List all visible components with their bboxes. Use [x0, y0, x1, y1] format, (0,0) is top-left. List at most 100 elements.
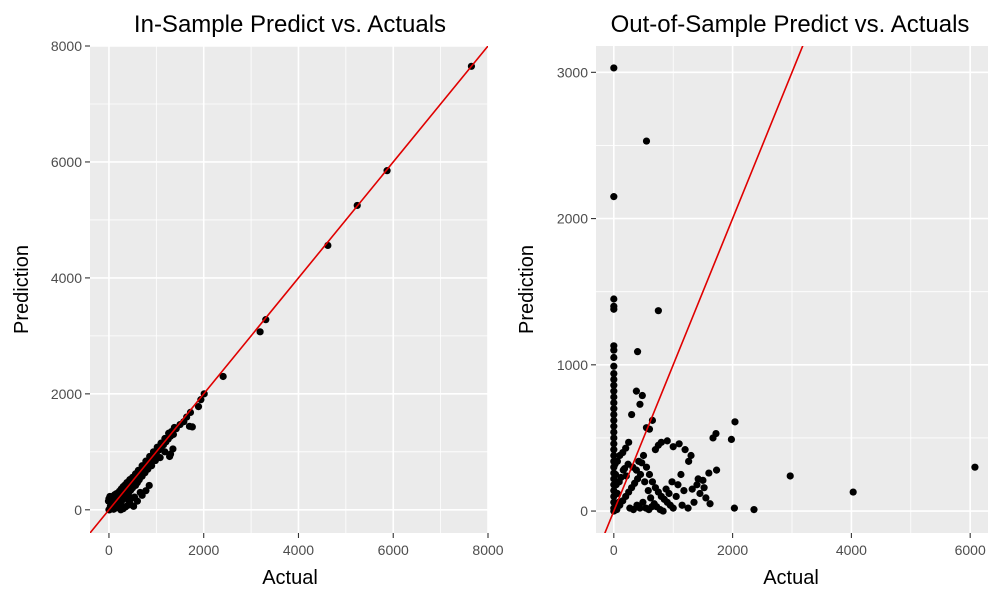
- data-point: [639, 451, 648, 460]
- x-tick-label: 2000: [188, 542, 219, 558]
- chart-title: In-Sample Predict vs. Actuals: [134, 11, 446, 38]
- y-tick-label: 6000: [51, 154, 82, 170]
- data-point: [730, 504, 738, 512]
- data-point: [638, 459, 646, 467]
- data-point: [709, 434, 717, 442]
- data-point: [702, 494, 710, 502]
- data-point: [610, 381, 618, 389]
- data-point: [611, 460, 619, 468]
- data-point: [678, 501, 686, 509]
- data-point: [731, 418, 739, 426]
- data-point: [706, 500, 714, 508]
- data-point: [616, 451, 624, 460]
- y-tick-label: 0: [580, 503, 588, 519]
- data-point: [610, 434, 618, 442]
- data-point: [610, 410, 618, 419]
- data-point: [685, 457, 693, 465]
- data-point: [693, 481, 701, 489]
- data-point: [680, 486, 688, 495]
- data-point: [116, 503, 124, 512]
- data-point: [645, 470, 654, 479]
- data-point: [170, 423, 178, 432]
- data-point: [194, 403, 203, 411]
- y-tick-label: 0: [74, 502, 82, 518]
- data-point: [654, 307, 662, 315]
- data-point: [610, 428, 618, 436]
- data-point: [632, 466, 640, 474]
- data-point: [642, 137, 651, 145]
- data-point: [727, 435, 736, 444]
- chart-title: Out-of-Sample Predict vs. Actuals: [611, 11, 970, 38]
- data-point: [641, 478, 649, 486]
- data-point: [849, 488, 857, 496]
- data-point: [610, 422, 618, 430]
- data-point: [644, 486, 652, 495]
- x-tick-label: 8000: [472, 542, 503, 558]
- data-point: [610, 416, 618, 424]
- data-point: [619, 466, 627, 474]
- data-point: [197, 396, 205, 404]
- data-point: [971, 463, 979, 471]
- in-sample-panel: 0 2000 4000 6000 8000 0 2000 4000 6000 8000 In-Sam…: [11, 11, 504, 589]
- data-point: [610, 446, 618, 454]
- data-point: [675, 440, 683, 448]
- data-point: [636, 504, 644, 512]
- data-point: [669, 443, 677, 451]
- data-point: [610, 64, 618, 72]
- data-point: [639, 498, 647, 506]
- data-point: [256, 328, 264, 336]
- data-point: [136, 488, 144, 497]
- data-point: [628, 410, 636, 419]
- data-point: [786, 472, 794, 480]
- data-point: [700, 484, 708, 492]
- data-point: [610, 451, 618, 460]
- data-point: [185, 422, 194, 430]
- data-point: [610, 375, 618, 384]
- data-point: [690, 498, 698, 506]
- data-point: [613, 489, 621, 498]
- data-point: [669, 504, 677, 512]
- plot-area: [90, 46, 488, 533]
- data-point: [145, 481, 153, 490]
- data-point: [696, 489, 704, 498]
- y-tick-label: 1000: [557, 357, 588, 373]
- data-point: [625, 438, 633, 446]
- data-point: [684, 504, 692, 512]
- y-tick-label: 2000: [557, 211, 588, 227]
- data-point: [687, 451, 695, 460]
- data-point: [648, 503, 656, 511]
- reference-line: [90, 46, 488, 533]
- data-point: [659, 507, 667, 515]
- y-axis-title: Prediction: [11, 245, 33, 334]
- data-point: [674, 481, 682, 489]
- data-point: [610, 305, 618, 313]
- reference-line: [604, 46, 804, 533]
- y-tick-label: 4000: [51, 270, 82, 286]
- data-point: [142, 487, 150, 495]
- data-point: [610, 295, 618, 303]
- data-point: [647, 494, 655, 502]
- data-point: [612, 481, 620, 489]
- x-tick-label: 0: [105, 542, 113, 558]
- data-point: [668, 478, 676, 486]
- data-point: [610, 193, 618, 201]
- data-point: [161, 448, 169, 456]
- x-tick-label: 4000: [836, 542, 867, 558]
- data-point: [665, 489, 673, 498]
- data-point: [750, 506, 758, 514]
- data-point: [219, 372, 227, 381]
- data-point: [633, 348, 642, 356]
- data-point: [610, 393, 618, 401]
- data-point: [712, 466, 721, 474]
- x-axis-title: Actual: [262, 567, 318, 589]
- data-point: [663, 437, 671, 445]
- data-point: [125, 496, 133, 504]
- data-point: [638, 391, 646, 400]
- y-tick-label: 2000: [51, 386, 82, 402]
- x-tick-label: 6000: [378, 542, 409, 558]
- data-point: [610, 405, 618, 413]
- data-point: [610, 399, 618, 407]
- data-point: [610, 362, 618, 370]
- data-point: [610, 387, 618, 395]
